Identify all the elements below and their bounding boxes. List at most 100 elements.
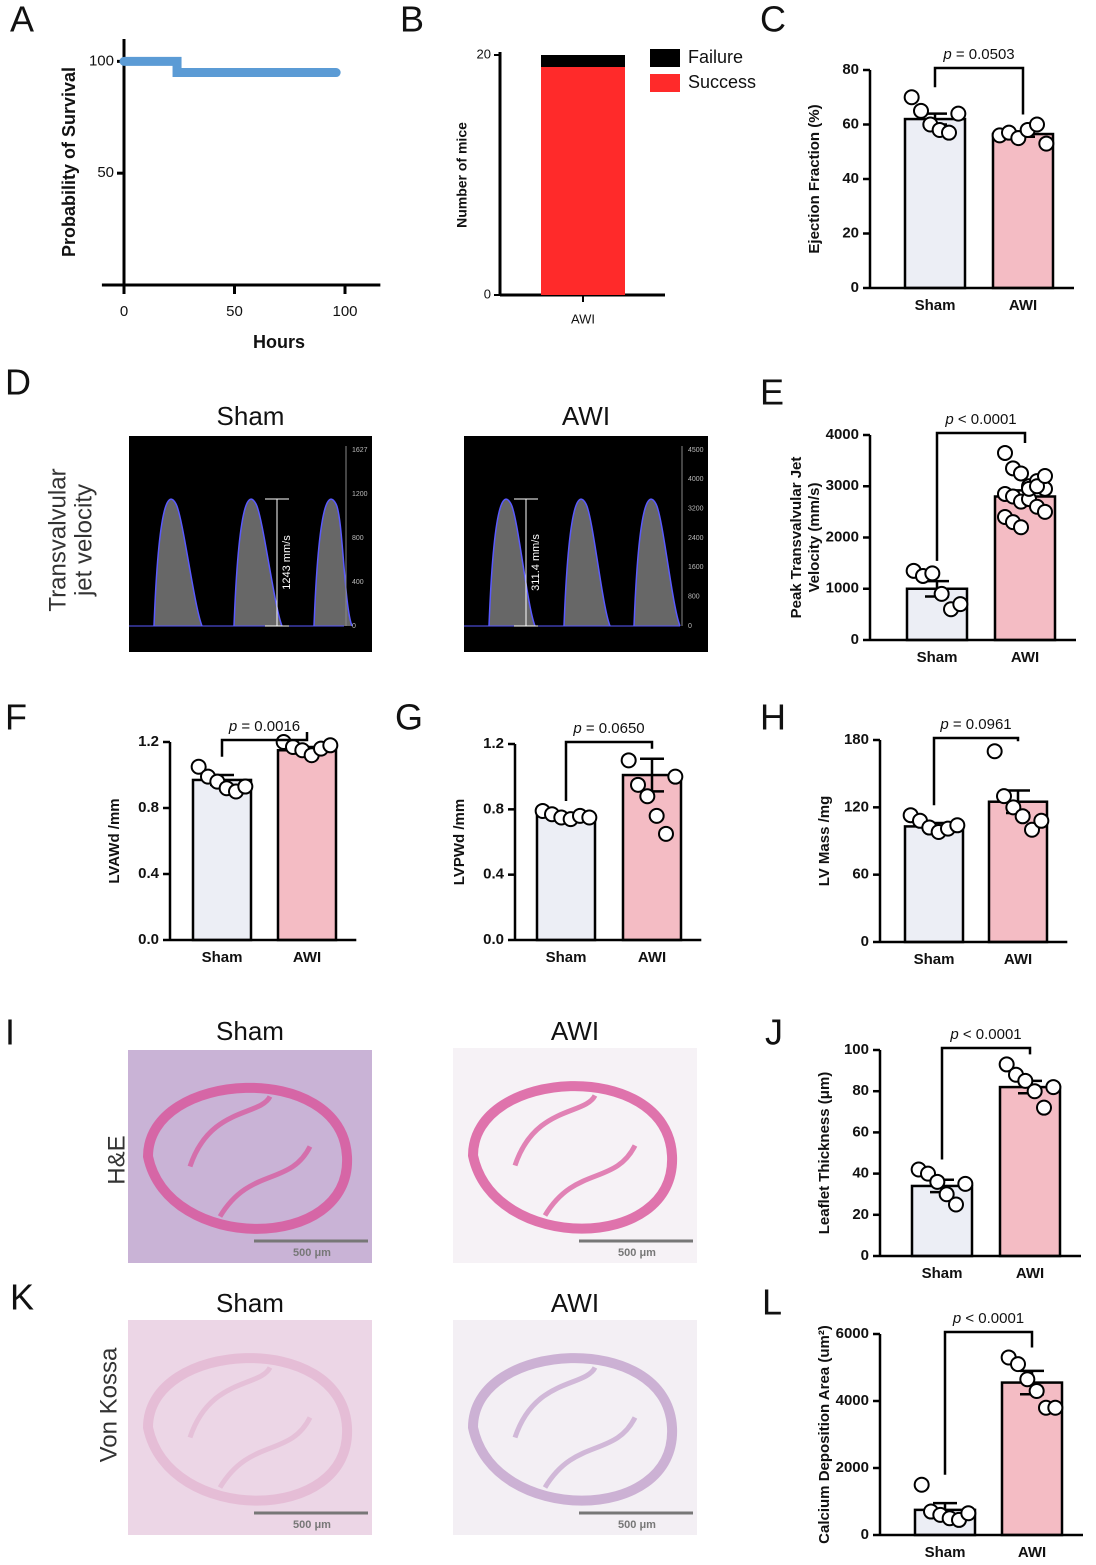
- y-tick-label: 0: [851, 279, 859, 296]
- scale-label: 1627: [352, 447, 368, 454]
- bar: [191, 778, 253, 942]
- data-point: [237, 778, 254, 795]
- x-tick-label: 0: [120, 303, 128, 320]
- y-axis-label: Peak Transvalvular Jet: [788, 457, 805, 619]
- x-tick-label: Sham: [202, 949, 243, 966]
- y-tick-label: 40: [842, 170, 859, 187]
- tissue-leaflets: [512, 1366, 638, 1489]
- bar-segment: [541, 67, 625, 295]
- panel-letter: C: [760, 0, 786, 40]
- data-point: [1028, 1382, 1045, 1399]
- y-tick-label: 4000: [836, 1392, 869, 1409]
- scale-label: 0: [688, 623, 692, 630]
- data-point: [938, 1186, 955, 1203]
- data-point: [929, 1173, 946, 1190]
- panel-letter: G: [395, 697, 423, 738]
- x-tick-label: Sham: [915, 297, 956, 314]
- significance-bracket: [564, 740, 654, 801]
- scale-label: 400: [352, 579, 364, 586]
- x-tick-label: AWI: [1011, 649, 1039, 666]
- data-point: [1024, 821, 1040, 838]
- y-tick-label: 60: [842, 115, 859, 132]
- y-tick-label: 0.4: [483, 866, 505, 883]
- data-point: [952, 596, 969, 613]
- x-tick-label: 50: [226, 303, 243, 320]
- y-tick-label: 0: [484, 286, 491, 301]
- y-axis-label: Ejection Fraction (%): [806, 104, 823, 253]
- scale-label: 4000: [688, 476, 704, 483]
- image-title: Sham: [216, 1288, 284, 1318]
- survival-line: [119, 56, 341, 78]
- p-value: p = 0.0961: [939, 716, 1011, 733]
- x-tick-label: Sham: [914, 951, 955, 968]
- p-value: p = 0.0503: [942, 46, 1014, 63]
- y-tick-label: 0.8: [483, 800, 504, 817]
- data-point: [1029, 116, 1045, 133]
- bar: [903, 825, 965, 944]
- significance-bracket: [932, 736, 1020, 806]
- panel-letter: K: [10, 1277, 34, 1318]
- y-tick-label: 0.4: [138, 865, 160, 882]
- y-tick-label: 100: [844, 1041, 869, 1058]
- y-tick-label: 120: [844, 798, 869, 815]
- scale-label: 4500: [688, 447, 704, 454]
- y-tick-label: 0.0: [138, 931, 159, 948]
- scale-label: 1200: [352, 491, 368, 498]
- caliper: [265, 498, 289, 627]
- significance-bracket: [940, 1046, 1032, 1160]
- data-point: [996, 788, 1012, 805]
- y-tick-label: 180: [844, 731, 869, 748]
- data-point: [1026, 1083, 1043, 1100]
- data-point: [1017, 1072, 1034, 1089]
- data-point: [933, 585, 950, 602]
- bar: [903, 117, 967, 290]
- panel-letter: H: [760, 697, 786, 738]
- image-title: Sham: [217, 401, 285, 431]
- x-tick-label: AWI: [638, 949, 666, 966]
- y-axis-label: LVAWd /mm: [106, 798, 123, 883]
- scale-bar-label: 500 μm: [618, 1247, 656, 1259]
- data-point: [639, 788, 656, 805]
- y-axis-label: LVPWd /mm: [451, 799, 468, 885]
- data-point: [190, 758, 207, 775]
- tissue-ring: [142, 1082, 353, 1234]
- data-point: [1045, 1079, 1062, 1096]
- row-label: H&E: [103, 1135, 130, 1184]
- tissue-leaflets: [187, 1095, 313, 1218]
- data-point: [322, 737, 339, 754]
- data-point: [949, 817, 966, 834]
- data-point: [957, 1175, 974, 1192]
- legend-label: Failure: [688, 47, 743, 67]
- p-value: p < 0.0001: [952, 1310, 1024, 1327]
- scale-label: 3200: [688, 506, 704, 513]
- legend-swatch: [650, 49, 680, 67]
- scale-label: 0: [352, 623, 356, 630]
- legend-swatch: [650, 74, 680, 92]
- y-tick-label: 80: [852, 1082, 869, 1099]
- image-title: AWI: [562, 401, 610, 431]
- row-label: jet velocity: [70, 484, 97, 597]
- y-axis-label: Probability of Survival: [59, 67, 79, 257]
- echo-envelope: [633, 498, 681, 627]
- row-label: Von Kossa: [95, 1347, 122, 1462]
- data-point: [1038, 135, 1055, 152]
- echo-envelope: [488, 498, 536, 627]
- panel-letter: A: [10, 0, 34, 40]
- data-point: [1047, 1399, 1064, 1416]
- x-tick-label: AWI: [1018, 1544, 1046, 1560]
- image-title: AWI: [551, 1016, 599, 1046]
- data-point: [948, 1196, 964, 1213]
- panel-letter: B: [400, 0, 424, 40]
- y-tick-label: 0: [861, 1247, 869, 1264]
- image-title: Sham: [216, 1016, 284, 1046]
- caliper: [514, 498, 538, 627]
- y-tick-label: 6000: [836, 1325, 869, 1342]
- significance-bracket: [943, 1330, 1034, 1475]
- data-point: [998, 1056, 1015, 1073]
- y-tick-label: 0.8: [138, 799, 159, 816]
- tissue-ring: [142, 1353, 353, 1506]
- y-tick-label: 20: [842, 224, 859, 241]
- x-tick-label: Sham: [922, 1265, 963, 1282]
- bar: [998, 1085, 1062, 1258]
- data-point: [1010, 1356, 1026, 1373]
